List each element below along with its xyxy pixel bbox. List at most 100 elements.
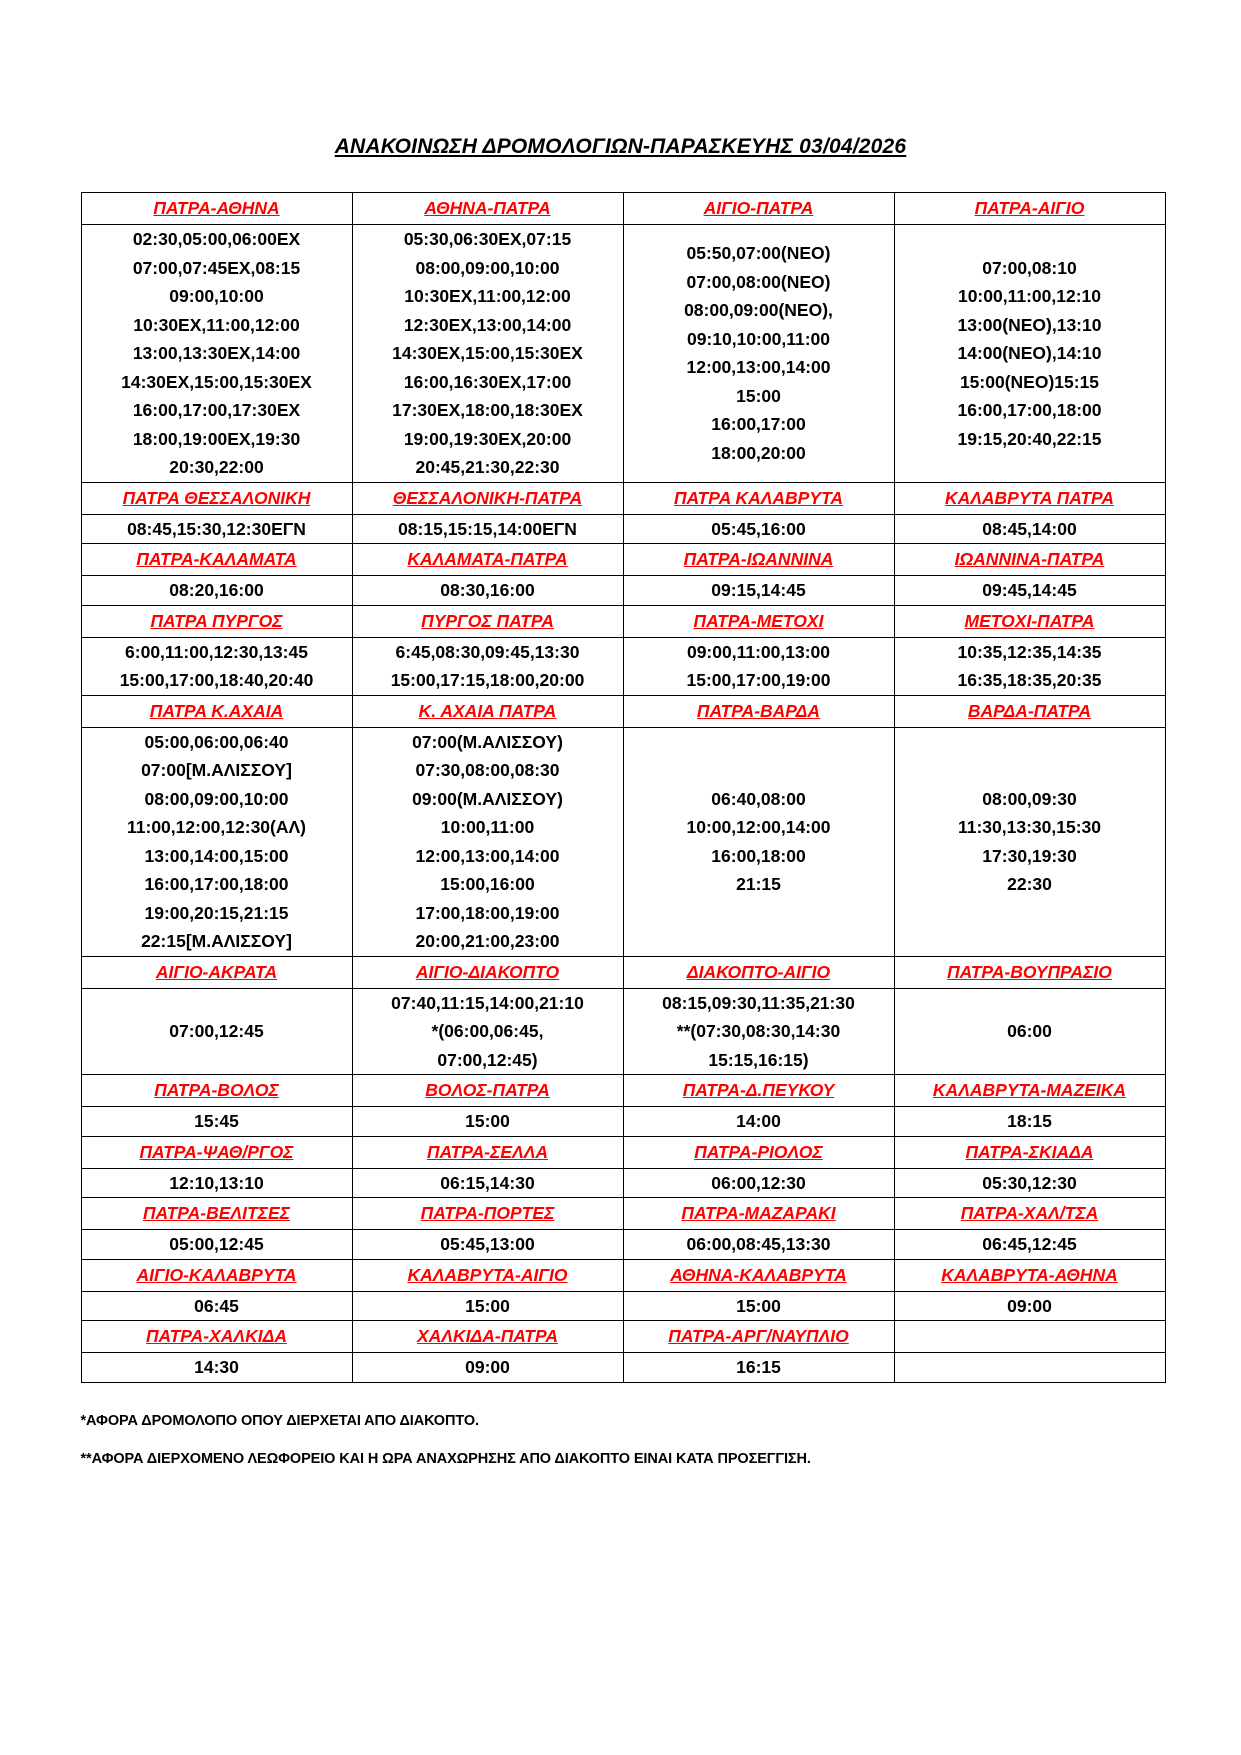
time-line: 20:30,22:00 [169,457,264,477]
time-line: 12:00,13:00,14:00 [686,357,831,378]
time-line: 06:45,12:45 [982,1234,1077,1254]
time-line: 02:30,05:00,06:00ΕΧ [132,229,301,249]
times-cell: 09:15,14:45 [622,575,895,606]
route-header-cell: ΠΑΤΡΑ-ΡΙΟΛΟΣ [622,1135,895,1169]
route-header-cell: ΑΙΓΙΟ-ΔΙΑΚΟΠΤΟ [351,955,624,989]
time-line: 18:00,20:00 [711,442,806,463]
schedule-table: ΠΑΤΡΑ-ΑΘΗΝΑ ΑΘΗΝΑ-ΠΑΤΡΑ ΑΙΓΙΟ-ΠΑΤΡΑ ΠΑΤΡΑ-Α… [80,192,1166,1383]
time-line: 05:30,12:30 [982,1172,1077,1193]
route-header-cell: ΑΘΗΝΑ-ΚΑΛΑΒΡΥΤΑ [622,1258,895,1292]
time-line: 17:30ΕΧ,18:00,18:30ΕΧ [392,400,583,420]
time-line: 12:30ΕΧ,13:00,14:00 [403,314,572,335]
time-line: 10:00,11:00,12:10 [957,286,1102,306]
page-title: ΑΝΑΚΟΙΝΩΣΗ ΔΡΟΜΟΛΟΓΙΩΝ-ΠΑΡΑΣΚΕΥΗΣ 03/04/… [334,135,907,158]
time-line: 15:00,17:00,18:40,20:40 [119,670,314,690]
route-header-row: ΠΑΤΡΑ-ΒΟΛΟΣ ΒΟΛΟΣ-ΠΑΤΡΑ ΠΑΤΡΑ-Δ.ΠΕΥΚΟΥ ΚΑΛΑ… [80,1074,1166,1107]
time-line: 09:00 [465,1357,510,1377]
route-header-cell: ΧΑΛΚΙΔΑ-ΠΑΤΡΑ [351,1320,624,1353]
schedule-table-container: ΠΑΤΡΑ-ΑΘΗΝΑ ΑΘΗΝΑ-ΠΑΤΡΑ ΑΙΓΙΟ-ΠΑΤΡΑ ΠΑΤΡΑ-Α… [80,159,1166,1383]
route-header-cell: ΠΑΤΡΑ-ΧΑΛ/ΤΣΑ [893,1197,1166,1230]
time-line: 07:30,08:00,08:30 [415,760,560,780]
times-row: 08:45,15:30,12:30ΕΓΝ 08:15,15:15,14:00ΕΓΝ… [80,513,1166,544]
route-header-cell: ΠΑΤΡΑ-ΧΑΛΚΙΔΑ [80,1320,353,1353]
time-line: 08:15,09:30,11:35,21:30 [662,992,855,1013]
time-line: 12:10,13:10 [169,1172,264,1193]
time-line: 21:15 [736,874,781,894]
time-line: 16:00,18:00 [711,845,806,866]
times-cell: 06:00,12:30 [622,1167,895,1198]
times-cell: 08:45,14:00 [893,513,1166,544]
time-line: 06:40,08:00 [711,788,806,809]
time-line: 10:30ΕΧ,11:00,12:00 [133,314,300,335]
time-line: 15:00,16:00 [440,874,535,894]
time-line: 15:45 [194,1111,239,1131]
route-header-row: ΠΑΤΡΑ-ΨΑΘ/ΡΓΟΣ ΠΑΤΡΑ-ΣΕΛΛΑ ΠΑΤΡΑ-ΡΙΟΛΟΣ ΠΑΤ… [80,1135,1166,1169]
times-cell: 16:15 [622,1352,895,1383]
times-cell: 05:50,07:00(ΝΕΟ) 07:00,08:00(ΝΕΟ) 08:00,09… [622,224,895,483]
times-cell: 10:35,12:35,14:35 16:35,18:35,20:35 [893,636,1166,696]
route-header-cell: ΑΙΓΙΟ-ΚΑΛΑΒΡΥΤΑ [80,1258,353,1292]
route-header-cell: ΠΑΤΡΑ-ΣΕΛΛΑ [351,1135,624,1169]
times-cell: 14:30 [80,1352,353,1383]
time-line: 08:45,15:30,12:30ΕΓΝ [127,518,306,539]
time-line: 05:45,13:00 [440,1234,535,1254]
times-cell: 14:00 [622,1106,895,1137]
time-line: 15:00 [465,1295,510,1316]
times-cell: 08:15,09:30,11:35,21:30 **(07:30,08:30,14… [622,987,895,1075]
route-header-cell: ΚΑΛΑΒΡΥΤΑ ΠΑΤΡΑ [893,481,1166,515]
time-line: 15:00 [736,1295,781,1316]
time-line: 14:30 [194,1357,239,1377]
time-line: 08:00,09:30 [982,788,1077,809]
route-header-row: ΠΑΤΡΑ-ΑΘΗΝΑ ΑΘΗΝΑ-ΠΑΤΡΑ ΑΙΓΙΟ-ΠΑΤΡΑ ΠΑΤΡΑ-Α… [80,192,1166,225]
times-cell: 06:45 [80,1290,353,1321]
time-line: 09:00(Μ.ΑΛΙΣΣΟΥ) [412,788,563,809]
times-cell: 05:45,13:00 [351,1229,624,1260]
route-header-cell: Κ. ΑΧΑΙΑ ΠΑΤΡΑ [351,694,624,728]
time-line: 16:00,17:00,18:00 [957,400,1102,420]
route-header-cell: ΠΑΤΡΑ-ΑΙΓΙΟ [893,192,1166,225]
route-header-cell: ΚΑΛΑΒΡΥΤΑ-ΑΘΗΝΑ [893,1258,1166,1292]
time-line: 16:15 [736,1357,781,1377]
times-cell: 6:00,11:00,12:30,13:45 15:00,17:00,18:40,… [80,636,353,696]
time-line: 09:00 [1007,1295,1052,1316]
time-line: 15:00(ΝΕΟ)15:15 [959,371,1100,392]
time-line: 11:30,13:30,15:30 [957,817,1102,837]
time-line: 05:45,16:00 [711,518,806,539]
time-line: 07:00,08:00(ΝΕΟ) [686,271,831,292]
time-line: 17:30,19:30 [982,845,1077,866]
route-header-cell: ΠΑΤΡΑ-ΒΟΥΠΡΑΣΙΟ [893,955,1166,989]
time-line: 13:00,14:00,15:00 [144,845,289,866]
time-line: 10:35,12:35,14:35 [957,641,1102,662]
route-header-row: ΑΙΓΙΟ-ΚΑΛΑΒΡΥΤΑ ΚΑΛΑΒΡΥΤΑ-ΑΙΓΙΟ ΑΘΗΝΑ-ΚΑΛΑ… [80,1258,1166,1292]
route-header-cell: ΑΙΓΙΟ-ΠΑΤΡΑ [622,192,895,225]
route-header-cell: ΠΑΤΡΑ-ΣΚΙΑΔΑ [893,1135,1166,1169]
route-header-cell: ΠΑΤΡΑ-ΙΩΑΝΝΙΝΑ [622,543,895,576]
time-line: 06:45 [194,1295,239,1316]
time-line: 08:20,16:00 [169,580,264,600]
times-row: 15:45 15:00 14:00 18:15 [80,1106,1166,1137]
times-cell: 09:00 [351,1352,624,1383]
route-header-cell: ΠΑΤΡΑ-ΠΟΡΤΕΣ [351,1197,624,1230]
time-line: 15:15,16:15) [708,1049,809,1070]
times-cell: 15:00 [351,1106,624,1137]
times-cell: 09:00 [893,1290,1166,1321]
time-line: 15:00,17:15,18:00,20:00 [390,670,585,690]
footnote: **ΑΦΟΡΑ ΔΙΕΡΧΟΜΕΝΟ ΛΕΩΦΟΡΕΙΟ ΚΑΙ Η ΩΡΑ Α… [80,1450,811,1467]
times-row: 12:10,13:10 06:15,14:30 06:00,12:30 05:30,1… [80,1167,1166,1198]
times-cell: 09:45,14:45 [893,575,1166,606]
time-line: 07:00,12:45) [437,1049,538,1070]
time-line: 14:00 [736,1111,781,1131]
times-cell: 08:15,15:15,14:00ΕΓΝ [351,513,624,544]
times-cell: 06:45,12:45 [893,1229,1166,1260]
route-header-cell: ΒΑΡΔΑ-ΠΑΤΡΑ [893,694,1166,728]
time-line: 10:00,11:00 [440,817,535,837]
route-header-cell: ΠΑΤΡΑ-ΑΘΗΝΑ [80,192,353,225]
route-header-cell: ΙΩΑΝΝΙΝΑ-ΠΑΤΡΑ [893,543,1166,576]
time-line: 20:00,21:00,23:00 [415,931,560,951]
time-line: 07:00,12:45 [169,1021,264,1041]
times-row: 05:00,06:00,06:40 07:00[Μ.ΑΛΙΣΣΟΥ] 08:00,0… [80,726,1166,957]
time-line: 14:30ΕΧ,15:00,15:30ΕΧ [121,371,312,392]
time-line: 11:00,12:00,12:30(ΑΛ) [127,817,306,837]
time-line: 07:00(Μ.ΑΛΙΣΣΟΥ) [412,731,563,752]
